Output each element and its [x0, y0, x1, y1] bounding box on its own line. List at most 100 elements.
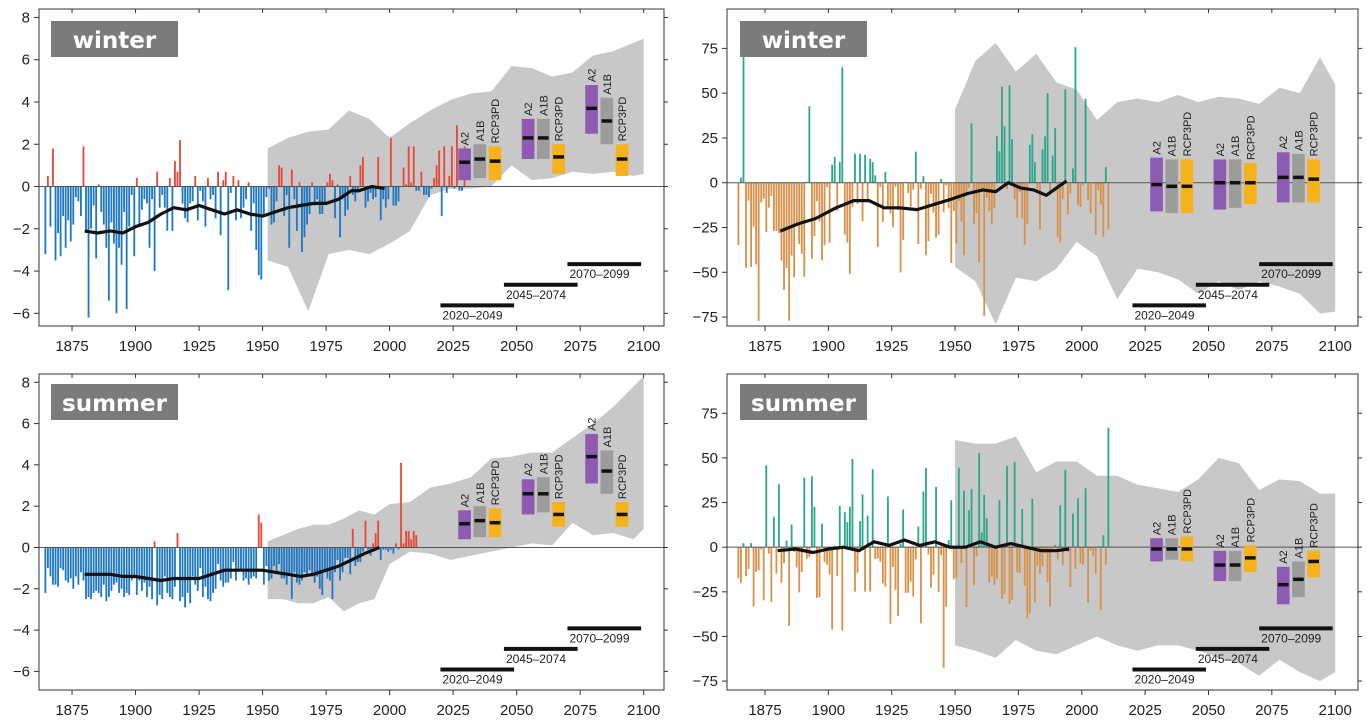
bar-1920	[879, 182, 882, 188]
bar-1912	[166, 547, 169, 593]
season-label-box	[51, 21, 178, 57]
bar-1872	[757, 547, 760, 571]
bar-1897	[821, 182, 823, 261]
bar-1908	[156, 171, 159, 187]
bar-1981	[1033, 162, 1036, 183]
bar-1996	[1072, 168, 1074, 183]
x-tick-label: 1925	[875, 338, 908, 355]
x-tick-label: 1925	[182, 702, 215, 719]
bar-1897	[128, 186, 131, 227]
scenario-label-A2: A2	[1278, 550, 1290, 563]
bar-1937	[922, 176, 925, 183]
bar-1916	[176, 533, 179, 548]
bar-1962	[293, 186, 296, 200]
scenario-label-RCP3PD: RCP3PD	[617, 97, 629, 142]
bar-1983	[346, 186, 349, 210]
scenario-label-A1B: A1B	[1167, 514, 1179, 535]
bar-1982	[344, 547, 347, 558]
y-tick-label: −6	[13, 305, 30, 322]
bar-1935	[224, 547, 227, 583]
bar-1871	[755, 182, 758, 265]
bar-1929	[209, 186, 212, 200]
x-tick-label: 2000	[373, 702, 406, 719]
bar-1913	[168, 178, 171, 187]
bar-1912	[859, 153, 861, 183]
bar-1877	[770, 182, 773, 196]
bar-1933	[912, 182, 915, 190]
y-tick-label: −75	[693, 309, 718, 326]
bar-1949	[260, 186, 263, 280]
bar-1965	[993, 547, 996, 585]
bar-1946	[252, 547, 255, 577]
bar-1941	[932, 182, 935, 213]
bar-2005	[1094, 182, 1097, 235]
bar-1876	[74, 186, 77, 198]
bar-1972	[318, 547, 321, 589]
bar-2007	[407, 146, 410, 187]
bar-1994	[1066, 182, 1069, 215]
bar-2004	[1092, 547, 1095, 557]
y-tick-label: 0	[22, 539, 30, 556]
x-tick-label: 1975	[309, 338, 342, 355]
x-tick-label: 2100	[627, 702, 660, 719]
bar-1959	[978, 182, 981, 263]
bar-1967	[306, 547, 308, 577]
bar-1879	[82, 547, 85, 581]
bar-2005	[402, 543, 405, 548]
bar-1971	[316, 186, 319, 200]
scenario-label-RCP3PD: RCP3PD	[1309, 503, 1321, 548]
x-tick-label: 2100	[627, 338, 660, 355]
bar-1878	[772, 182, 775, 231]
bar-1970	[1006, 182, 1008, 190]
bar-1966	[995, 547, 998, 579]
bar-1904	[146, 186, 148, 204]
bar-1888	[105, 186, 108, 248]
y-tick-label: 75	[701, 405, 718, 422]
bar-1909	[158, 186, 161, 208]
bar-1989	[362, 156, 364, 187]
bar-1905	[841, 547, 844, 631]
bar-1887	[795, 182, 798, 227]
bar-1926	[201, 186, 204, 202]
bar-1960	[288, 547, 291, 575]
bar-1871	[62, 186, 65, 217]
bar-1945	[942, 182, 945, 212]
bar-1922	[884, 547, 887, 587]
bar-2023	[448, 175, 451, 187]
x-tick-label: 1975	[309, 702, 342, 719]
x-tick-label: 2050	[1192, 338, 1225, 355]
bar-1974	[323, 186, 326, 204]
x-tick-label: 1875	[55, 338, 88, 355]
y-tick-label: −25	[693, 219, 718, 236]
bar-1969	[1003, 126, 1006, 183]
bar-1971	[316, 547, 319, 577]
bar-1988	[359, 165, 362, 187]
bar-1890	[110, 186, 113, 223]
bar-1977	[1023, 182, 1026, 245]
bar-1972	[1011, 139, 1013, 183]
bar-1869	[750, 543, 752, 548]
bar-1917	[871, 162, 874, 183]
bar-1920	[186, 547, 189, 593]
bar-1997	[382, 186, 385, 200]
bar-1957	[973, 547, 975, 586]
bar-1965	[993, 182, 996, 208]
bar-1959	[978, 452, 981, 548]
bar-1984	[349, 175, 352, 187]
bar-2003	[1089, 182, 1092, 214]
bar-2020	[440, 186, 443, 217]
bar-1868	[54, 547, 57, 585]
bar-1883	[785, 540, 788, 548]
bar-2000	[389, 137, 392, 187]
bar-1933	[219, 547, 222, 581]
bar-1868	[747, 182, 750, 201]
y-tick-label: −4	[13, 622, 30, 639]
bar-1926	[894, 182, 897, 187]
bar-1937	[229, 186, 232, 193]
bar-1918	[181, 547, 184, 598]
bar-1902	[140, 186, 143, 210]
bar-1887	[102, 547, 105, 585]
bar-1976	[1021, 182, 1024, 219]
bar-1955	[968, 510, 970, 548]
bar-1913	[168, 547, 171, 598]
